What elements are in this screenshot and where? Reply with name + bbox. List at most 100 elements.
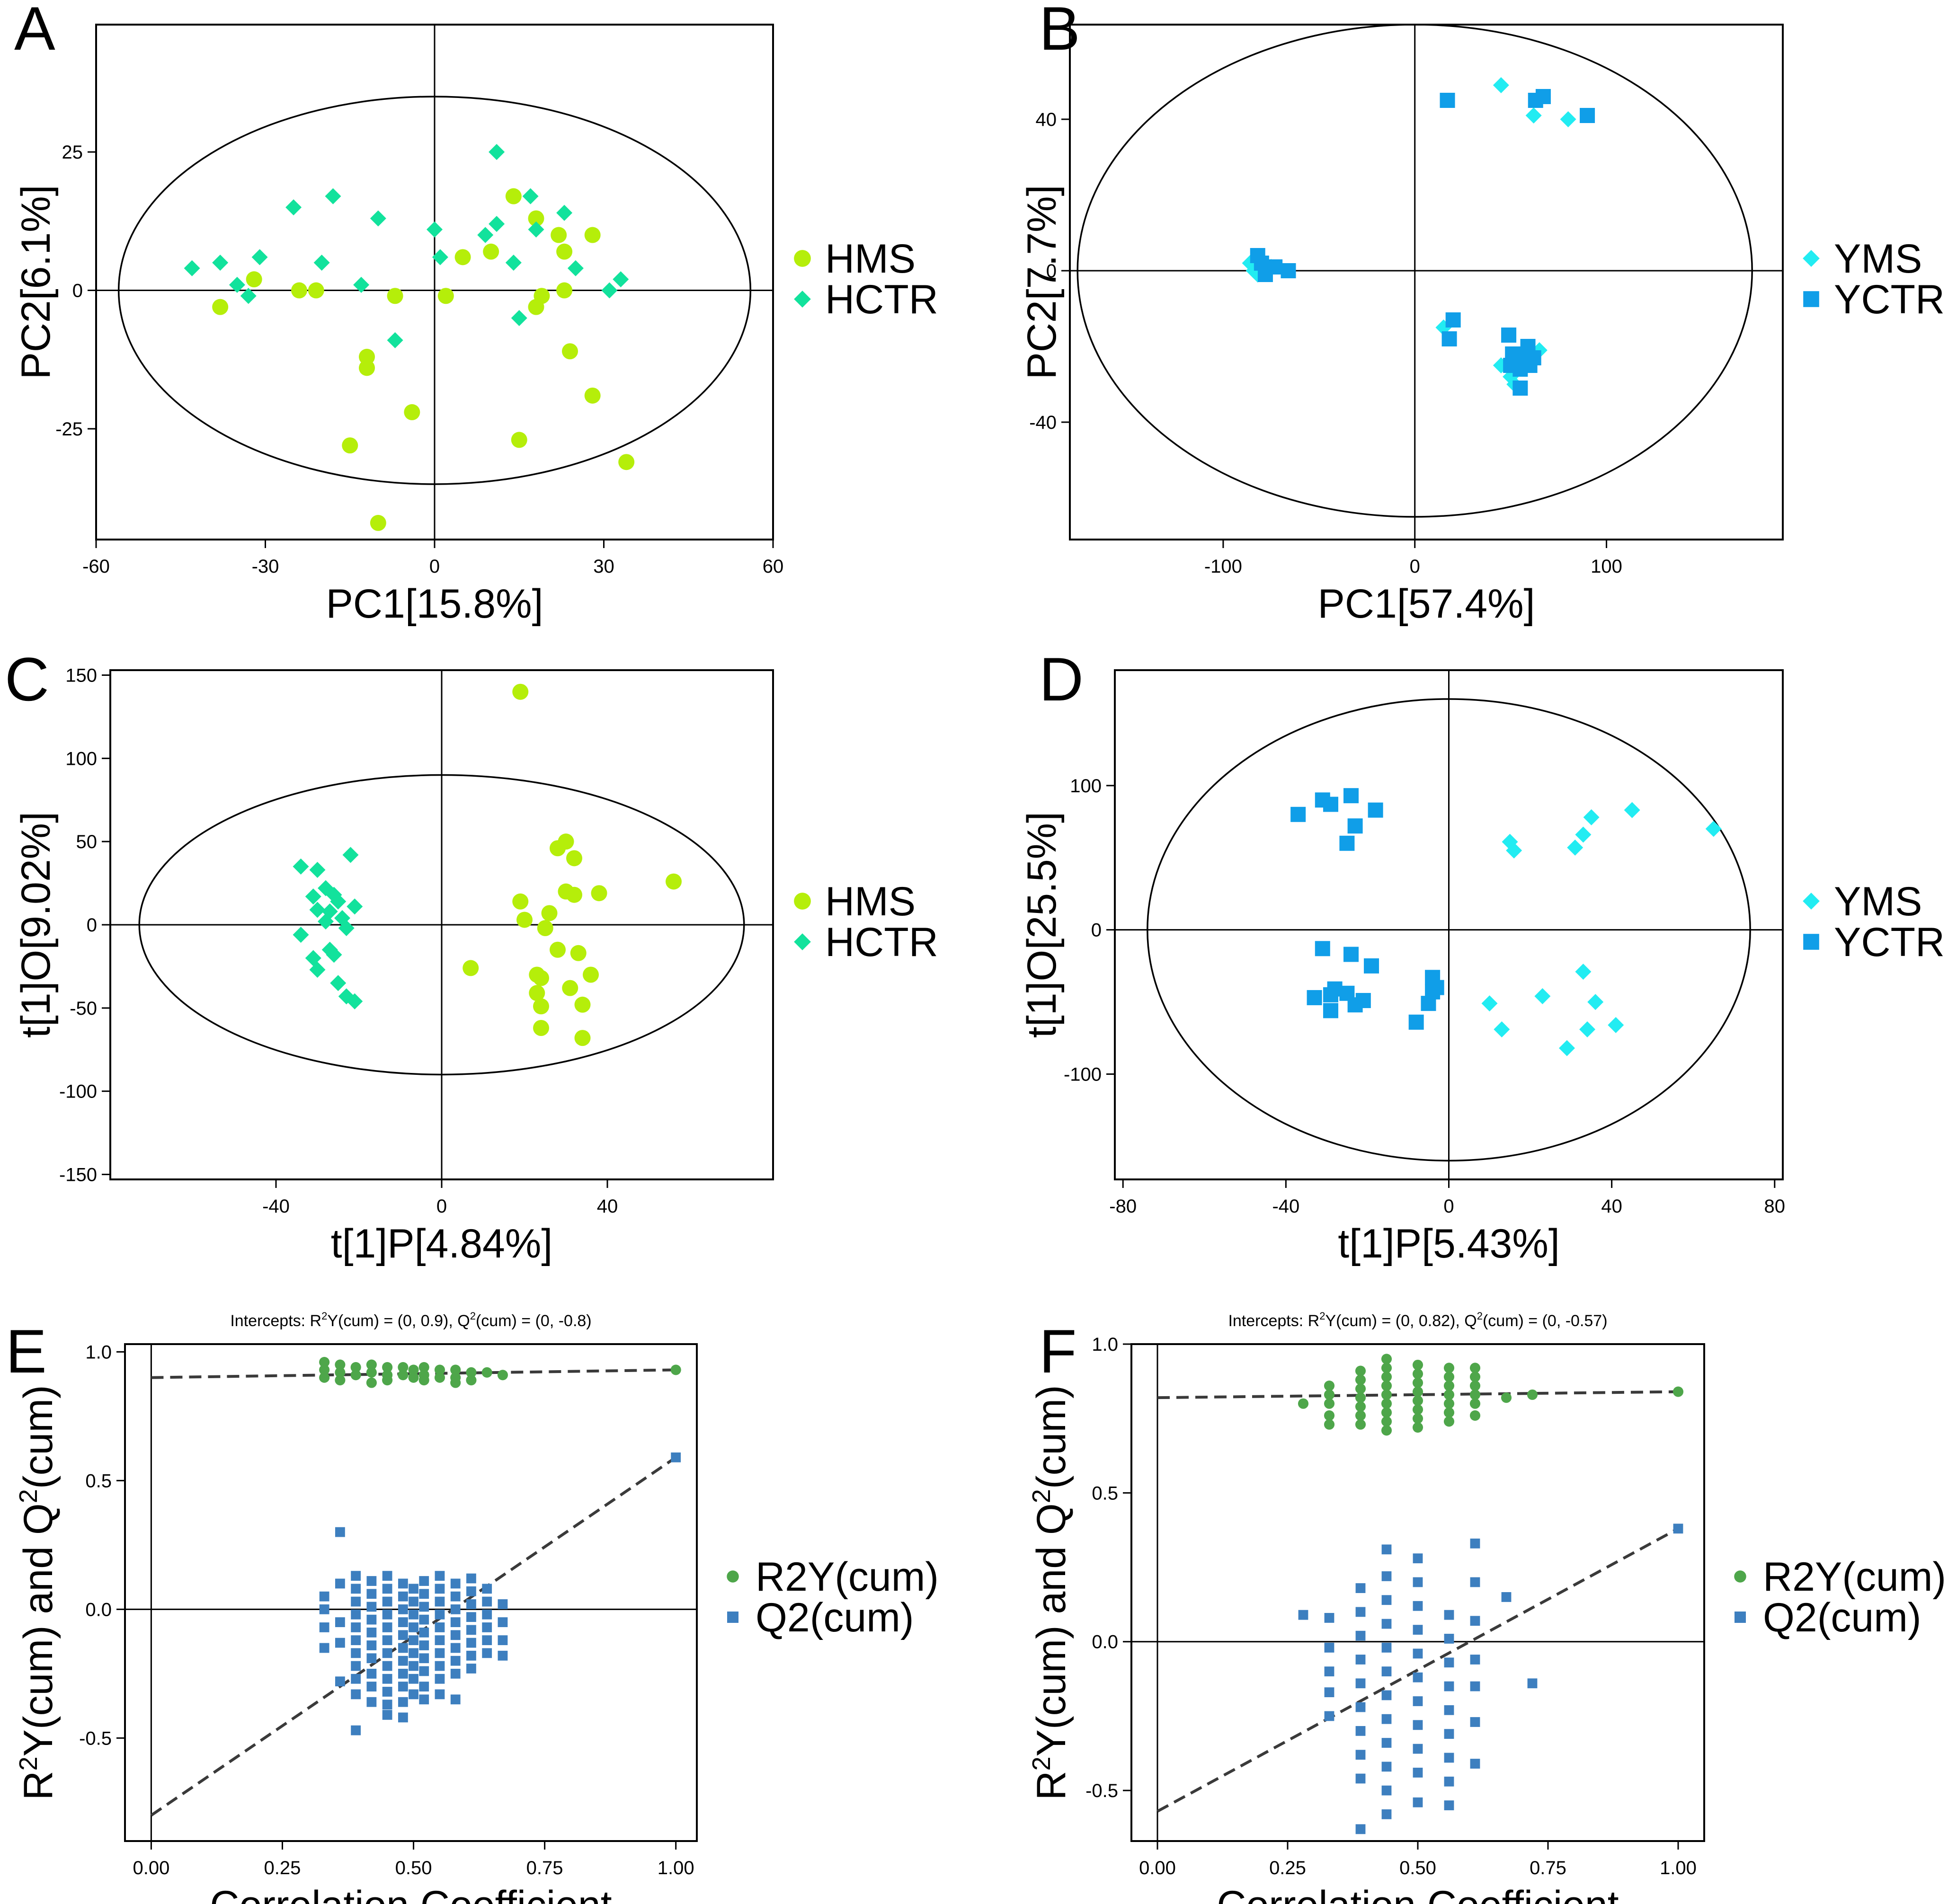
- data-point: [1324, 1410, 1335, 1421]
- legend-marker: [1735, 1612, 1746, 1623]
- data-point: [408, 1372, 419, 1383]
- panel-a: A -60 -30 0 30 60 25 0 -25 PC1[15.8%] PC2[6.1%] HMS…: [13, 0, 938, 627]
- intercepts-title: Intercepts: R2Y(cum) = (0, 0.82), Q2(cum…: [1228, 1310, 1607, 1330]
- data-point: [1323, 1003, 1338, 1018]
- data-point: [562, 980, 578, 996]
- data-point: [366, 1359, 377, 1370]
- panel-label: A: [14, 0, 55, 63]
- data-point: [309, 861, 326, 878]
- data-point: [1290, 806, 1306, 822]
- data-point: [1355, 1365, 1366, 1376]
- data-point: [481, 1367, 492, 1378]
- data-point: [382, 1661, 392, 1671]
- data-point: [409, 1689, 418, 1700]
- data-point: [1413, 1648, 1423, 1659]
- data-point: [1525, 107, 1542, 124]
- data-point: [1469, 1380, 1481, 1391]
- series-hms: [212, 188, 635, 531]
- x-tick-label: 1.00: [1660, 1858, 1697, 1878]
- x-tick-label: 0: [1410, 556, 1420, 577]
- y-axis-label-part: Y(cum) and Q: [16, 1503, 61, 1756]
- data-point: [482, 1635, 492, 1646]
- data-point: [419, 1614, 429, 1625]
- data-point: [1440, 93, 1455, 108]
- data-point: [1429, 980, 1444, 995]
- data-point: [351, 1596, 361, 1607]
- data-point: [566, 886, 582, 903]
- data-point: [512, 683, 529, 700]
- data-point: [335, 1617, 345, 1627]
- data-point: [483, 243, 499, 260]
- data-point: [1355, 1583, 1366, 1593]
- legend-marker: [727, 1612, 738, 1623]
- data-point: [382, 1596, 392, 1607]
- data-point: [212, 255, 229, 271]
- data-point: [1672, 1386, 1684, 1397]
- data-point: [351, 1571, 361, 1581]
- data-point: [1381, 1762, 1392, 1772]
- data-point: [1705, 821, 1722, 837]
- data-point: [567, 260, 584, 276]
- data-point: [1355, 1702, 1366, 1712]
- data-point: [351, 1661, 361, 1671]
- data-point: [419, 1640, 429, 1650]
- data-point: [382, 1648, 392, 1658]
- data-point: [366, 1614, 377, 1625]
- data-point: [584, 227, 601, 243]
- data-point: [482, 1596, 492, 1607]
- y-tick-label: 0.5: [1092, 1483, 1118, 1504]
- legend-marker: [794, 893, 811, 910]
- legend-label: HCTR: [825, 277, 938, 322]
- panel-b: B -100 0 100 40 0 -40 PC1[57.4%] PC2[7.7%] YMSYCT…: [1019, 0, 1945, 627]
- data-point: [1355, 1750, 1366, 1760]
- data-point: [1355, 1726, 1366, 1736]
- data-point: [305, 888, 321, 905]
- data-point: [350, 1362, 361, 1373]
- data-point: [505, 255, 522, 271]
- data-point: [351, 1674, 361, 1684]
- y-tick-label: 100: [1070, 776, 1102, 797]
- data-point: [366, 1697, 377, 1707]
- legend-marker: [1803, 291, 1819, 307]
- data-point: [1469, 1410, 1481, 1421]
- plot-frame: [124, 1343, 698, 1842]
- data-point: [666, 873, 682, 890]
- data-point: [466, 1367, 477, 1378]
- data-point: [435, 1635, 445, 1646]
- data-point: [347, 993, 363, 1010]
- data-point: [450, 1694, 461, 1705]
- data-point: [350, 1370, 361, 1381]
- legend-marker: [794, 250, 811, 267]
- data-point: [382, 1571, 392, 1581]
- data-point: [591, 885, 607, 902]
- confidence-ellipse: [117, 96, 752, 485]
- data-point: [335, 1578, 345, 1589]
- regression-line: [1156, 1527, 1679, 1813]
- data-point: [498, 1635, 508, 1646]
- data-point: [1412, 1377, 1423, 1388]
- data-point: [1355, 1374, 1366, 1385]
- data-point: [601, 282, 618, 299]
- data-point: [342, 437, 358, 454]
- legend-marker: [1803, 934, 1819, 950]
- series-q2-cum-: [319, 1452, 681, 1736]
- data-point: [1469, 1398, 1481, 1409]
- data-point: [512, 893, 529, 910]
- regression-line: [1157, 1390, 1679, 1399]
- y-tick-label: -150: [59, 1164, 97, 1185]
- x-tick-label: 100: [1591, 556, 1622, 577]
- y-tick-label: -0.5: [79, 1728, 112, 1749]
- data-point: [466, 1612, 476, 1622]
- data-point: [1501, 1592, 1512, 1602]
- data-point: [1381, 1372, 1392, 1382]
- data-point: [212, 299, 229, 315]
- data-point: [1412, 1404, 1423, 1415]
- data-point: [319, 1364, 330, 1375]
- y-tick-label: 25: [62, 142, 83, 163]
- data-point: [1324, 1711, 1334, 1721]
- data-point: [1381, 1619, 1392, 1629]
- data-point: [1567, 839, 1583, 856]
- data-point: [1413, 1720, 1423, 1730]
- data-point: [1412, 1359, 1423, 1371]
- y-axis-label-superscript: 2: [1027, 1489, 1056, 1503]
